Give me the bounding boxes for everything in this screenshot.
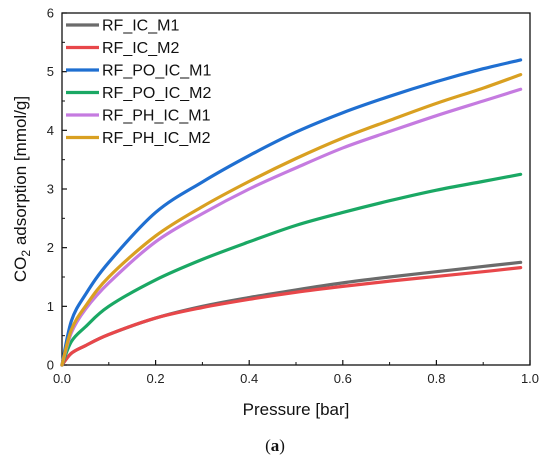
y-tick-label: 2 — [47, 240, 54, 255]
y-tick-label: 6 — [47, 6, 54, 21]
y-axis-title-post: adsorption [mmol/g] — [11, 96, 30, 250]
series-line-rf-ic-m1 — [60, 260, 523, 367]
y-axis-title-sub: 2 — [19, 250, 33, 257]
legend-label-rf-ph-ic-m1: RF_PH_IC_M1 — [102, 108, 211, 125]
y-tick-label: 0 — [47, 358, 54, 373]
figure-caption: (a) — [0, 436, 550, 456]
legend-label-rf-ic-m1: RF_IC_M1 — [102, 18, 179, 35]
y-tick-label: 4 — [47, 123, 54, 138]
x-axis-title: Pressure [bar] — [243, 400, 350, 419]
series-line-rf-ic-m2 — [60, 266, 523, 367]
caption-label: a — [270, 436, 280, 455]
legend-label-rf-ph-ic-m2: RF_PH_IC_M2 — [102, 130, 211, 147]
x-tick-label: 0.0 — [53, 371, 71, 386]
x-tick-label: 0.4 — [240, 371, 258, 386]
legend-label-rf-po-ic-m1: RF_PO_IC_M1 — [102, 63, 211, 80]
y-axis-title: CO2 adsorption [mmol/g] — [11, 96, 33, 282]
legend-label-rf-po-ic-m2: RF_PO_IC_M2 — [102, 85, 211, 102]
y-axis-title-pre: CO — [11, 257, 30, 283]
x-tick-label: 0.2 — [147, 371, 165, 386]
caption-open: ( — [265, 436, 271, 455]
x-tick-label: 1.0 — [521, 371, 539, 386]
series-line-rf-po-ic-m2 — [60, 172, 523, 367]
tick-labels: 0.0 0.2 0.4 0.6 0.8 1.0 0 1 2 3 4 5 6 — [47, 6, 539, 387]
series-line-rf-ph-ic-m1 — [60, 87, 523, 367]
legend-label-rf-ic-m2: RF_IC_M2 — [102, 40, 179, 57]
series-line-rf-ph-ic-m2 — [60, 73, 523, 367]
series-line-rf-po-ic-m1 — [60, 58, 523, 367]
series-lines — [60, 58, 523, 367]
x-tick-label: 0.6 — [334, 371, 352, 386]
legend: RF_IC_M1 RF_IC_M2 RF_PO_IC_M1 RF_PO_IC_M2 RF… — [66, 18, 211, 147]
y-tick-label: 3 — [47, 182, 54, 197]
caption-close: ) — [279, 436, 285, 455]
x-tick-label: 0.8 — [427, 371, 445, 386]
y-tick-label: 1 — [47, 299, 54, 314]
y-tick-label: 5 — [47, 64, 54, 79]
